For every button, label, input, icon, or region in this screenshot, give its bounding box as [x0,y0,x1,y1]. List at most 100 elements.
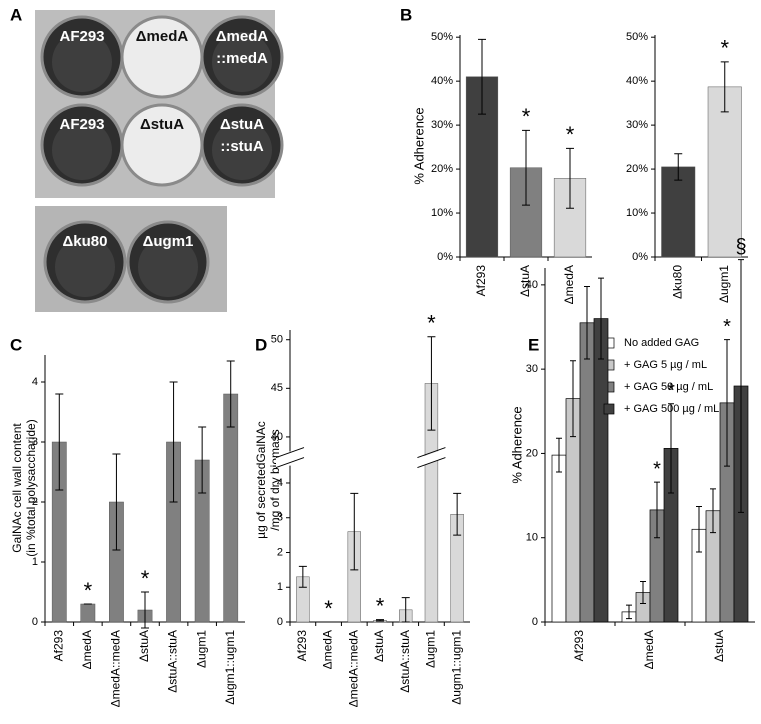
legend-swatch [603,403,615,415]
error-bar [556,437,562,473]
bar [551,454,567,623]
x-tick-label: ΔstuA [137,630,151,662]
y-tick-label: 3 [32,436,38,448]
bar [593,318,609,623]
error-bar [674,153,683,181]
error-bar [55,393,64,491]
x-tick-label: Δugm1 [424,630,438,668]
y-tick-label: 0 [532,616,538,628]
significance-marker: * [141,566,150,591]
panel-letter: E [528,335,539,354]
x-tick-label: ΔmedA [80,630,94,669]
x-tick-label: ΔmedA [562,265,576,304]
y-tick-label: 0% [437,251,453,263]
y-axis-label: µg of secretedGalNAc [254,421,268,539]
x-tick-label: Af293 [51,630,65,662]
error-bar [350,492,359,571]
error-bar [724,339,730,467]
error-bar [478,38,486,115]
axis-break [275,447,305,459]
x-tick-label: Δugm1::ugm1 [449,630,463,705]
bar [80,603,96,623]
error-bar [169,381,178,503]
y-tick-label: 50% [626,31,648,43]
error-bar [584,286,590,360]
error-bar [198,426,207,494]
significance-marker: * [566,122,575,147]
well-texture [52,32,112,92]
panel-letter: D [255,335,267,354]
well-label: ΔmedA [136,28,189,45]
error-bar [738,259,744,513]
y-tick-label: 40 [271,431,283,443]
x-tick-label: ΔmedA [642,630,656,669]
well-texture [212,120,272,180]
y-tick-label: 30% [626,119,648,131]
error-bar [710,488,716,534]
y-tick-label: 50 [271,334,283,346]
error-bar [141,591,149,629]
y-tick-label: 4 [277,477,283,489]
x-tick-label: ΔstuA [518,265,532,297]
bar [707,86,742,258]
error-bar [376,619,384,622]
well-label: ΔmedA [216,28,269,45]
x-tick-label: ΔmedA::medA [109,630,123,707]
legend-label: No added GAG [624,337,699,349]
error-bar [570,360,576,438]
error-bar [598,277,604,360]
y-axis-label: % Adherence [509,406,524,483]
y-tick-label: 10% [431,207,453,219]
axis-break [275,457,305,469]
well-label: Δku80 [63,233,108,250]
x-tick-label: ΔmedA::medA [346,630,360,707]
y-tick-label: 20 [526,447,538,459]
well-label: ::stuA [220,138,263,155]
x-tick-label: Δugm1 [194,630,208,668]
y-tick-label: 50% [431,31,453,43]
x-tick-label: ΔstuA [712,630,726,662]
error-bar [112,453,121,551]
x-tick-label: ΔstuA::stuA [398,630,412,693]
x-tick-label: ΔmedA [321,630,335,669]
y-tick-label: 40 [526,279,538,291]
y-tick-label: 45 [271,382,283,394]
x-tick-label: Af293 [474,265,488,297]
error-bar [226,360,235,428]
significance-marker: * [723,316,731,338]
y-tick-label: 30 [526,363,538,375]
axis-break-gap [276,448,304,468]
well-texture [55,237,115,297]
y-tick-label: 10 [526,532,538,544]
x-tick-label: ΔstuA::stuA [166,630,180,693]
significance-marker: * [522,104,531,129]
y-tick-label: 20% [626,163,648,175]
bar [579,322,595,623]
error-bar [522,129,530,206]
y-axis-label: /mg of dry biomass [268,429,282,530]
error-bar [720,61,729,113]
legend-label: + GAG 500 µg / mL [624,403,719,415]
error-bar [453,492,462,536]
y-axis-label: (in %total polysaccharide) [24,419,38,556]
x-tick-label: Af293 [572,630,586,662]
significance-marker: * [653,458,661,480]
y-tick-label: 0 [277,616,283,628]
legend-label: + GAG 50 µg / mL [624,381,713,393]
legend-label: + GAG 5 µg / mL [624,359,707,371]
well-texture [138,237,198,297]
y-tick-label: 10% [626,207,648,219]
axis-break [417,457,446,469]
x-tick-label: Δugm1 [717,265,731,303]
well-label: ::medA [216,50,268,67]
significance-marker: * [324,596,333,621]
significance-marker: * [376,593,385,618]
well-label: ΔstuA [220,116,264,133]
error-bar [654,481,660,539]
error-bar [640,581,646,604]
error-bar [401,597,410,623]
error-bar [566,147,574,209]
y-tick-label: 40% [431,75,453,87]
significance-marker: * [84,578,93,603]
